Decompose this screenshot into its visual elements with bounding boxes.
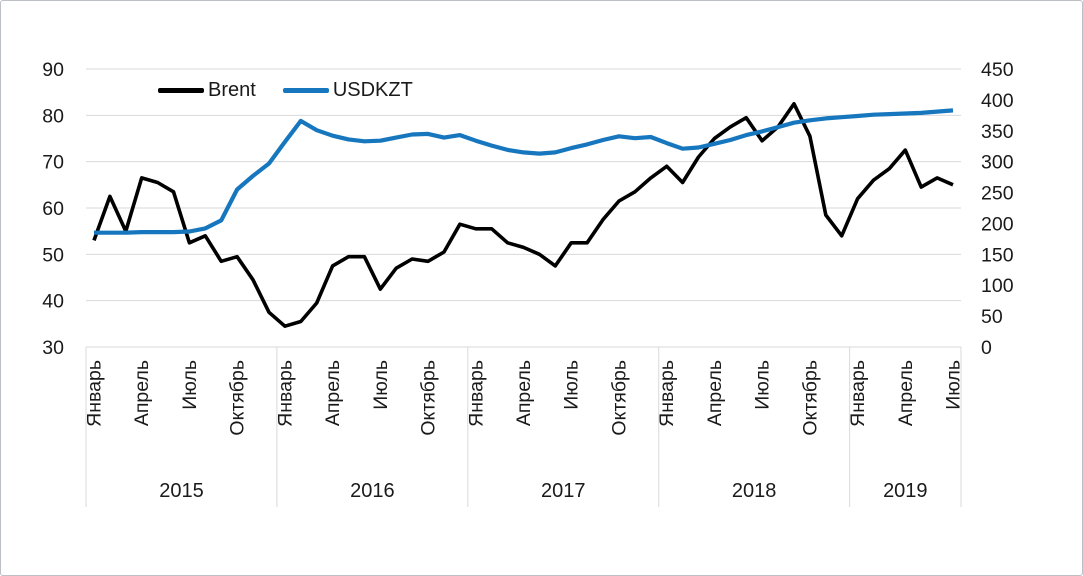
right-axis-tick-label: 450 [981,59,1014,81]
right-axis-tick-label: 300 [981,152,1014,174]
month-tick-label: Июль [752,360,774,410]
brent-line-swatch-icon [158,87,204,93]
legend-label-brent: Brent [208,79,256,101]
legend-label-usdkzt: USDKZT [332,79,413,101]
month-tick-label: Июль [943,360,965,410]
left-axis-tick-label: 60 [42,198,64,220]
month-tick-label: Октябрь [418,360,440,436]
year-label: 2016 [350,480,395,502]
left-axis-tick-label: 80 [42,105,64,127]
month-tick-label: Октябрь [608,360,630,436]
month-tick-label: Январь [83,360,105,427]
usdkzt-line-series [94,108,954,235]
month-tick-label: Апрель [895,360,917,426]
year-label: 2019 [883,480,928,502]
month-tick-label: Апрель [131,360,153,426]
right-axis-tick-label: 250 [981,183,1014,205]
left-axis-tick-label: 70 [42,152,64,174]
left-axis-tick-label: 30 [42,337,64,359]
legend-item-usdkzt: USDKZT [282,79,413,101]
right-axis-tick-label: 100 [981,275,1014,297]
year-label: 2018 [732,480,777,502]
month-tick-label: Июль [179,360,201,410]
right-axis-tick-label: 0 [981,337,992,359]
right-axis-tick-label: 200 [981,213,1014,235]
month-tick-label: Апрель [513,360,535,426]
right-axis-tick-label: 400 [981,90,1014,112]
chart-legend: Brent USDKZT [158,79,413,101]
right-axis-tick-label: 150 [981,244,1014,266]
month-tick-label: Январь [847,360,869,427]
month-tick-label: Июль [370,360,392,410]
month-tick-label: Апрель [322,360,344,426]
month-tick-label: Январь [656,360,678,427]
right-axis-tick-label: 50 [981,306,1003,328]
usdkzt-line-swatch-icon [282,87,329,93]
month-tick-label: Январь [465,360,487,427]
month-tick-label: Апрель [704,360,726,426]
left-axis-tick-label: 90 [42,59,64,81]
right-axis-tick-label: 350 [981,121,1014,143]
brent-line-series [92,102,954,328]
year-label: 2017 [541,480,586,502]
left-axis-tick-label: 50 [42,244,64,266]
month-tick-label: Октябрь [227,360,249,436]
month-tick-label: Июль [561,360,583,410]
year-label: 2015 [159,480,204,502]
month-tick-label: Январь [274,360,296,427]
legend-item-brent: Brent [158,79,256,101]
month-tick-label: Октябрь [799,360,821,436]
left-axis-tick-label: 40 [42,291,64,313]
